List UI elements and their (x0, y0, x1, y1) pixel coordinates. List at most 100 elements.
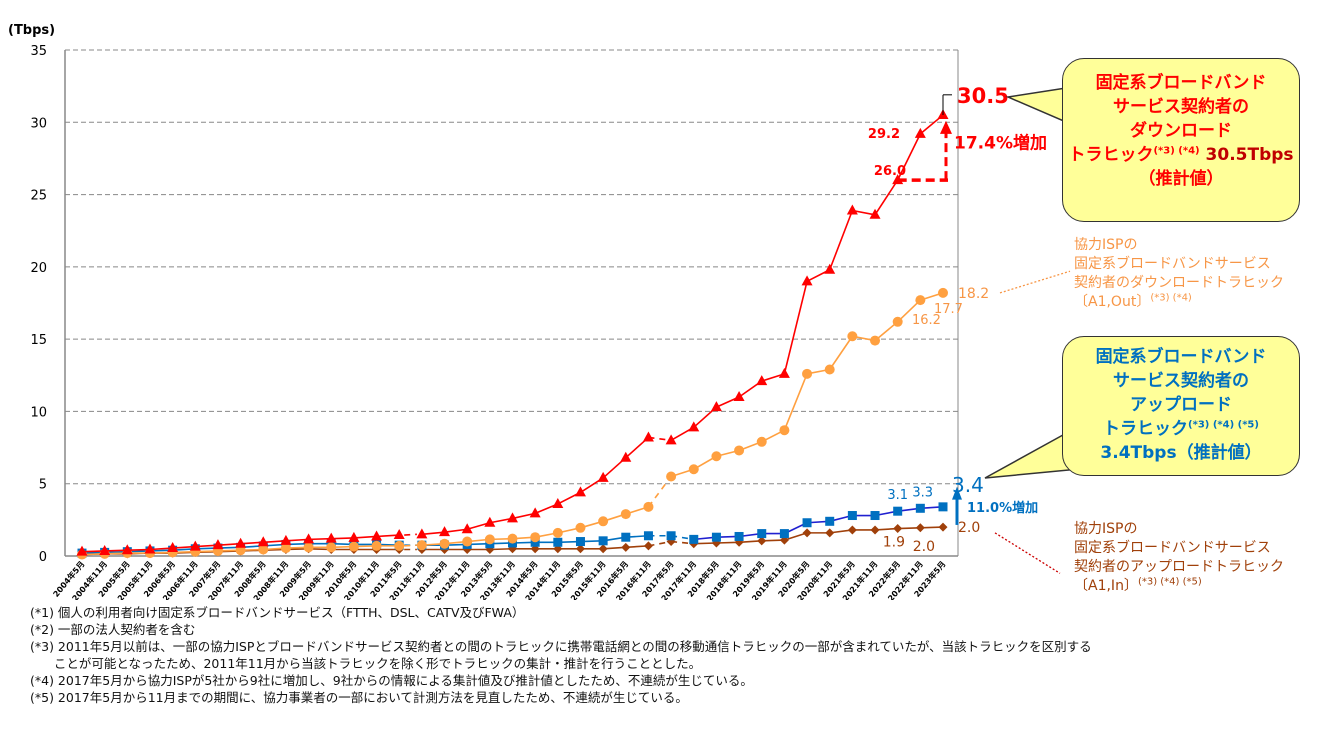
data-point-fixed_down (620, 451, 632, 462)
data-point-fixed_up (847, 511, 857, 521)
series-segment-fixed_down (81, 550, 105, 553)
data-point-isp_down (643, 501, 654, 512)
series-segment-isp_down (897, 299, 921, 323)
data-point-isp_down (847, 331, 858, 342)
series-segment-fixed_down (404, 533, 417, 536)
data-point-isp_down (734, 445, 745, 456)
y-tick-label: 15 (30, 333, 47, 348)
data-point-fixed_up (711, 532, 721, 542)
data-point-fixed_up (621, 532, 631, 542)
series-segment-fixed_down (648, 436, 672, 442)
data-point-fixed_down (552, 497, 564, 508)
data-point-fixed_down (665, 434, 677, 445)
data-point-fixed_up (689, 534, 699, 544)
data-point-isp_down (779, 425, 790, 436)
arrow-up-icon (952, 486, 962, 500)
callout-fixed-up: 固定系ブロードバンド サービス契約者の アップロード トラヒック(*3) (*4… (1062, 336, 1300, 476)
callout-tail (1005, 87, 1067, 124)
callout-value: 3.4Tbps (1100, 443, 1177, 463)
callout-value: 30.5Tbps (1205, 145, 1294, 165)
data-label: 2.0 (913, 539, 935, 555)
note-footnote-ref: (*3) (*4) (1150, 292, 1192, 304)
data-point-isp_up (915, 523, 925, 533)
data-point-fixed_up (734, 531, 744, 541)
data-point-isp_down (575, 522, 586, 533)
data-point-fixed_down (529, 507, 541, 518)
data-point-fixed_down (348, 531, 360, 542)
data-point-fixed_up (802, 518, 812, 528)
data-label: 30.5 (957, 84, 1009, 108)
data-point-fixed_up (666, 531, 676, 541)
data-point-fixed_down (144, 543, 156, 554)
callout-line: 固定系ブロードバンド (1095, 73, 1267, 93)
note-isp-down: 協力ISPの 固定系ブロードバンドサービス 契約者のダウンロードトラヒック 〔A… (1074, 236, 1284, 312)
data-point-isp_up (870, 525, 880, 535)
series-segment-isp_down (783, 373, 808, 431)
data-point-fixed_down (325, 532, 337, 543)
data-point-isp_down (666, 471, 677, 482)
data-point-fixed_down (461, 523, 473, 534)
data-label: 3.3 (912, 485, 933, 500)
data-point-isp_down (326, 542, 337, 553)
series-segment-fixed_down (512, 512, 536, 520)
data-point-isp_down (620, 509, 631, 520)
data-point-isp_down (235, 545, 246, 556)
series-segment-fixed_down (104, 549, 128, 552)
callout-line: サービス契約者の (1113, 97, 1249, 117)
data-point-isp_up (825, 528, 835, 538)
data-point-isp_down (802, 368, 813, 379)
growth-label-down: 17.4%増加 (954, 132, 1047, 153)
data-point-fixed_down (303, 533, 315, 544)
data-point-fixed_down (756, 375, 768, 386)
callout-fixed-down: 固定系ブロードバンド サービス契約者の ダウンロード トラヒック(*3) (*4… (1062, 58, 1300, 222)
series-segment-fixed_down (421, 531, 445, 536)
data-point-fixed_down (688, 421, 700, 432)
series-segment-fixed_down (874, 179, 899, 216)
data-point-isp_down (552, 527, 563, 538)
series-segment-isp_down (647, 476, 672, 508)
data-point-isp_down (530, 532, 541, 543)
pointer-line (999, 270, 1071, 294)
data-point-fixed_down (574, 486, 586, 497)
series-segment-fixed_down (444, 528, 468, 533)
data-point-isp_up (802, 528, 812, 538)
data-point-fixed_down (99, 544, 111, 555)
data-point-fixed_up (757, 529, 767, 539)
note-isp-up: 協力ISPの 固定系ブロードバンドサービス 契約者のアップロードトラヒック 〔A… (1074, 520, 1284, 596)
data-label: 2.0 (958, 520, 980, 536)
data-point-isp_up (757, 536, 767, 546)
callout-line: （推計値） (1138, 169, 1224, 189)
callout-line: ダウンロード (1130, 121, 1232, 141)
y-tick-label: 20 (30, 261, 47, 276)
data-point-isp_down (711, 451, 722, 462)
data-point-fixed_down (824, 263, 836, 274)
data-point-fixed_up (825, 516, 835, 526)
series-segment-fixed_down (896, 133, 922, 181)
data-point-fixed_down (371, 530, 383, 541)
data-point-isp_down (892, 316, 903, 327)
callout-line: 固定系ブロードバンド (1095, 347, 1267, 367)
data-point-fixed_up (893, 506, 903, 516)
note-text: 協力ISPの 固定系ブロードバンドサービス 契約者のアップロードトラヒック 〔A… (1074, 521, 1284, 594)
series-segment-fixed_down (149, 547, 173, 551)
data-point-fixed_up (530, 537, 540, 547)
y-tick-label: 25 (30, 189, 47, 204)
data-point-isp_down (507, 533, 518, 544)
series-segment-fixed_down (263, 540, 286, 544)
data-point-fixed_down (778, 367, 790, 378)
y-tick-label: 5 (39, 478, 47, 493)
data-point-fixed_down (212, 539, 224, 550)
series-segment-fixed_down (127, 548, 150, 552)
series-segment-fixed_down (240, 541, 264, 545)
line-chart: 05101520253035(Tbps)2004年5月2004年11月2005年… (8, 23, 1092, 600)
data-point-fixed_down (439, 526, 451, 537)
data-point-fixed_down (801, 275, 813, 286)
data-point-isp_down (462, 536, 473, 547)
series-segment-isp_up (784, 532, 808, 541)
data-point-isp_down (371, 540, 382, 551)
series-segment-fixed_down (195, 544, 218, 548)
data-point-fixed_down (484, 516, 496, 527)
y-axis-label: (Tbps) (8, 23, 55, 38)
data-point-isp_down (824, 364, 835, 375)
data-point-fixed_down (416, 528, 428, 539)
